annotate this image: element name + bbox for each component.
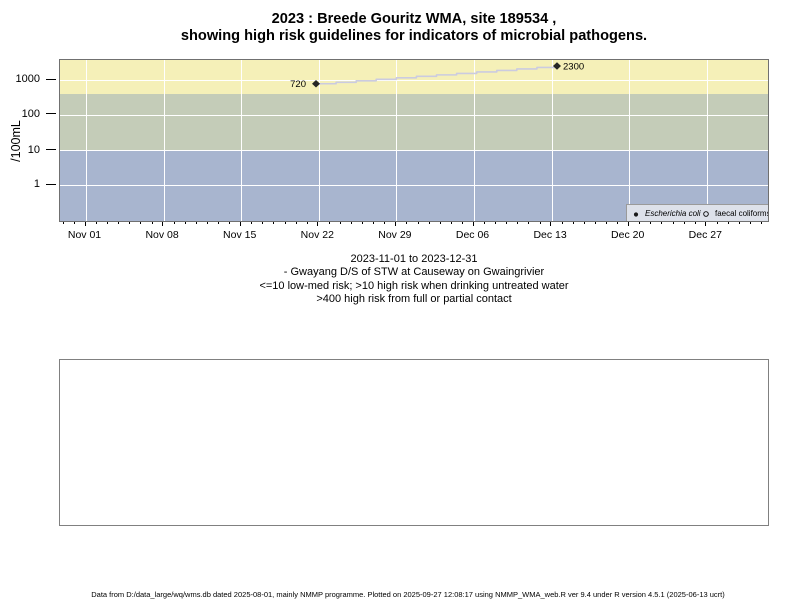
svg-text:720: 720 xyxy=(290,79,306,90)
svg-text:2300: 2300 xyxy=(563,62,584,73)
